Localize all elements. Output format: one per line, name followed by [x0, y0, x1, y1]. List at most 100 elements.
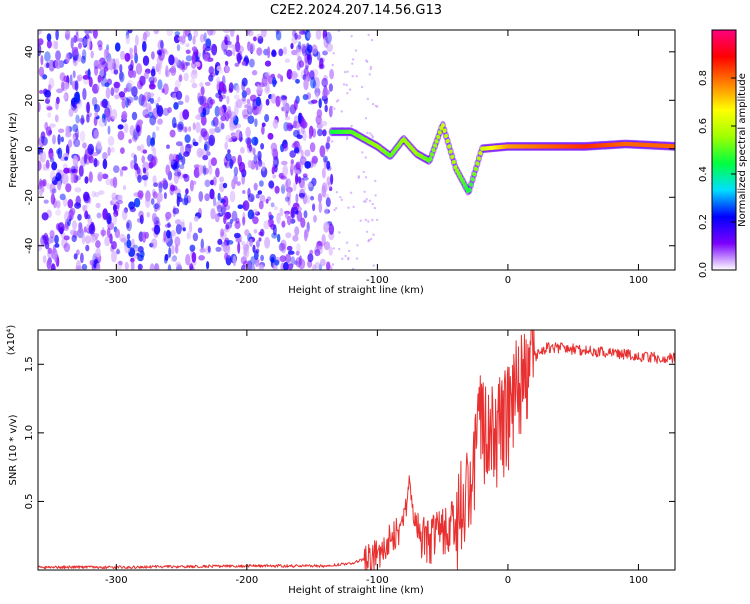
noise-mark: [261, 75, 268, 87]
spectrogram-xtick-label: 100: [629, 275, 648, 286]
noise-mark: [57, 128, 65, 134]
noise-mark: [174, 236, 181, 247]
signal-core-mark: [447, 144, 452, 149]
noise-mark: [82, 142, 87, 149]
noise-mark: [101, 173, 109, 180]
noise-mark: [190, 70, 198, 80]
noise-mark: [215, 201, 222, 210]
noise-mark: [49, 230, 55, 239]
noise-mark: [234, 62, 240, 67]
noise-mark: [181, 63, 186, 73]
noise-mark: [359, 219, 362, 222]
noise-mark: [84, 176, 89, 184]
noise-mark: [145, 171, 149, 178]
noise-mark: [77, 213, 82, 221]
noise-mark: [81, 49, 87, 60]
noise-mark: [111, 250, 117, 263]
noise-mark: [119, 64, 123, 73]
noise-mark: [152, 175, 157, 185]
noise-mark: [202, 107, 207, 116]
noise-mark: [325, 197, 331, 208]
signal-core-mark: [469, 182, 474, 187]
noise-mark: [192, 180, 197, 185]
noise-mark: [298, 192, 305, 198]
noise-mark: [310, 195, 315, 201]
noise-mark: [279, 207, 284, 217]
noise-mark: [189, 265, 195, 270]
noise-mark: [369, 65, 373, 69]
noise-mark: [86, 114, 90, 123]
noise-mark: [264, 85, 271, 95]
noise-mark: [68, 139, 73, 148]
noise-mark: [346, 70, 349, 73]
noise-mark: [200, 86, 205, 96]
noise-mark: [286, 245, 293, 251]
noise-mark: [60, 136, 64, 143]
noise-mark: [129, 125, 135, 136]
signal-core-mark: [453, 165, 458, 170]
spectrogram-xtick-label: -200: [236, 275, 259, 286]
noise-mark: [241, 61, 246, 66]
noise-mark: [198, 164, 203, 176]
noise-mark: [306, 31, 312, 40]
noise-mark: [272, 76, 277, 88]
noise-mark: [224, 252, 229, 261]
noise-mark: [182, 173, 188, 179]
noise-mark: [80, 114, 85, 126]
noise-mark: [254, 136, 258, 147]
noise-mark: [264, 236, 271, 249]
noise-mark: [38, 38, 44, 46]
figure-title: C2E2.2024.207.14.56.G13: [270, 3, 442, 18]
noise-mark: [311, 44, 318, 55]
noise-mark: [96, 212, 102, 219]
noise-mark: [345, 241, 349, 244]
noise-mark: [70, 172, 75, 184]
noise-mark: [133, 197, 141, 208]
noise-mark: [237, 204, 244, 209]
noise-mark: [175, 219, 182, 225]
noise-mark: [360, 85, 364, 89]
noise-mark: [95, 267, 99, 270]
noise-mark: [175, 244, 179, 254]
noise-mark: [344, 254, 347, 258]
noise-mark: [116, 204, 120, 212]
noise-mark: [46, 62, 50, 69]
noise-mark: [164, 50, 169, 55]
noise-mark: [198, 254, 206, 261]
noise-mark: [234, 104, 239, 116]
noise-mark: [89, 259, 95, 266]
noise-mark: [99, 65, 104, 78]
noise-mark: [267, 46, 271, 59]
noise-mark: [126, 79, 134, 88]
noise-mark: [257, 155, 261, 166]
noise-mark: [55, 256, 60, 268]
noise-mark: [68, 209, 74, 221]
noise-mark: [163, 257, 168, 264]
signal-core-mark: [448, 149, 453, 154]
noise-mark: [208, 159, 212, 169]
noise-mark: [278, 48, 284, 57]
noise-mark: [134, 131, 138, 143]
noise-mark: [272, 224, 277, 236]
noise-mark: [200, 115, 207, 126]
noise-mark: [311, 155, 318, 164]
noise-mark: [39, 152, 44, 162]
noise-mark: [203, 53, 209, 62]
noise-mark: [136, 166, 141, 175]
noise-mark: [49, 157, 55, 163]
noise-mark: [142, 55, 150, 66]
noise-mark: [179, 164, 185, 170]
colorbar-axes: 0.0 0.2 0.4 0.6 0.8: [698, 70, 736, 278]
noise-mark: [252, 244, 256, 253]
noise-mark: [234, 101, 238, 107]
noise-mark: [119, 233, 126, 242]
signal-core-mark: [440, 123, 445, 128]
noise-mark: [242, 202, 247, 210]
noise-mark: [275, 30, 282, 41]
noise-mark: [126, 219, 132, 232]
noise-mark: [216, 65, 222, 72]
noise-mark: [166, 144, 170, 149]
noise-mark: [237, 241, 241, 254]
noise-mark: [165, 69, 170, 78]
noise-mark: [54, 40, 59, 50]
